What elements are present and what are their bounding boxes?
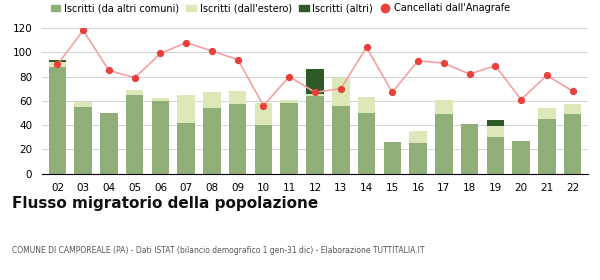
Point: [516, 97, 526, 102]
Bar: [126, 95, 143, 174]
Bar: [538, 108, 556, 119]
Bar: [409, 143, 427, 174]
Point: [388, 90, 397, 95]
Bar: [358, 97, 375, 113]
Bar: [512, 141, 530, 174]
Point: [284, 74, 294, 79]
Bar: [383, 142, 401, 174]
Point: [413, 59, 423, 63]
Bar: [100, 113, 118, 174]
Bar: [487, 126, 504, 137]
Point: [207, 49, 217, 53]
Text: COMUNE DI CAMPOREALE (PA) - Dati ISTAT (bilancio demografico 1 gen-31 dic) - Ela: COMUNE DI CAMPOREALE (PA) - Dati ISTAT (…: [12, 246, 425, 255]
Point: [490, 63, 500, 68]
Bar: [74, 102, 92, 107]
Point: [104, 68, 114, 73]
Bar: [178, 123, 195, 174]
Bar: [255, 125, 272, 174]
Bar: [332, 106, 350, 174]
Point: [233, 57, 242, 62]
Point: [155, 51, 165, 56]
Bar: [564, 104, 581, 114]
Bar: [564, 114, 581, 174]
Text: Flusso migratorio della popolazione: Flusso migratorio della popolazione: [12, 196, 318, 211]
Bar: [178, 95, 195, 123]
Bar: [229, 104, 247, 174]
Point: [310, 90, 320, 95]
Bar: [49, 60, 66, 62]
Bar: [487, 137, 504, 174]
Bar: [435, 100, 452, 114]
Point: [336, 87, 346, 91]
Bar: [409, 131, 427, 143]
Bar: [255, 103, 272, 125]
Point: [130, 76, 140, 80]
Point: [542, 73, 551, 78]
Bar: [306, 94, 324, 96]
Bar: [74, 107, 92, 174]
Bar: [487, 120, 504, 126]
Bar: [280, 100, 298, 103]
Bar: [538, 119, 556, 174]
Point: [465, 72, 475, 76]
Bar: [280, 103, 298, 174]
Point: [568, 89, 577, 93]
Bar: [461, 124, 478, 174]
Bar: [203, 108, 221, 174]
Point: [79, 28, 88, 33]
Bar: [152, 101, 169, 174]
Point: [53, 62, 62, 67]
Point: [439, 61, 449, 66]
Bar: [306, 96, 324, 174]
Bar: [332, 78, 350, 106]
Point: [181, 40, 191, 45]
Point: [362, 45, 371, 50]
Legend: Iscritti (da altri comuni), Iscritti (dall'estero), Iscritti (altri), Cancellati: Iscritti (da altri comuni), Iscritti (da…: [47, 0, 514, 17]
Bar: [152, 98, 169, 101]
Bar: [49, 67, 66, 174]
Bar: [126, 90, 143, 95]
Bar: [229, 91, 247, 104]
Bar: [358, 113, 375, 174]
Point: [259, 103, 268, 108]
Bar: [435, 114, 452, 174]
Bar: [49, 62, 66, 67]
Bar: [306, 69, 324, 94]
Bar: [203, 92, 221, 108]
